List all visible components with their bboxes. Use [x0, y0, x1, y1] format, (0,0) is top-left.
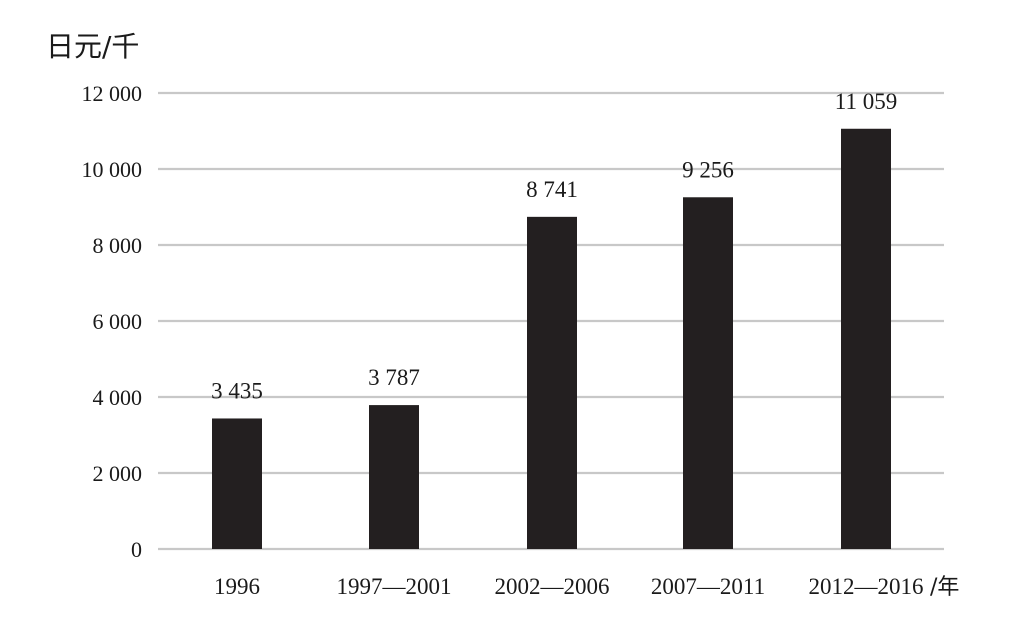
x-tick-label: 2007—2011 — [651, 574, 765, 599]
bar — [369, 405, 419, 549]
data-label: 9 256 — [682, 157, 734, 182]
y-tick-label: 2 000 — [93, 461, 143, 486]
bar — [683, 197, 733, 549]
data-labels: 3 435 3 787 8 741 9 256 11 059 — [211, 89, 897, 404]
x-tick-label: 1996 — [214, 574, 260, 599]
data-label: 11 059 — [835, 89, 897, 114]
x-axis-unit-label: /年 — [930, 575, 959, 600]
y-tick-label: 0 — [131, 537, 142, 562]
bar — [212, 418, 262, 549]
x-tick-label: 2002—2006 — [495, 574, 610, 599]
y-axis-unit-label: 日元/千 — [46, 30, 139, 63]
y-tick-label: 4 000 — [93, 385, 143, 410]
y-axis-ticks: 0 2 000 4 000 6 000 8 000 10 000 12 000 — [82, 81, 143, 562]
bar — [527, 216, 577, 550]
data-label: 3 435 — [211, 378, 263, 403]
data-label: 8 741 — [526, 177, 578, 202]
y-tick-label: 10 000 — [82, 157, 143, 182]
y-tick-label: 6 000 — [93, 309, 143, 334]
x-tick-label: 2012—2016 — [809, 574, 924, 599]
bars — [212, 128, 891, 550]
y-tick-label: 8 000 — [93, 233, 143, 258]
x-tick-label: 1997—2001 — [337, 574, 452, 599]
x-axis-ticks: 1996 1997—2001 2002—2006 2007—2011 2012—2016 — [214, 574, 924, 599]
data-label: 3 787 — [368, 365, 420, 390]
bar — [841, 128, 891, 549]
y-tick-label: 12 000 — [82, 81, 143, 106]
